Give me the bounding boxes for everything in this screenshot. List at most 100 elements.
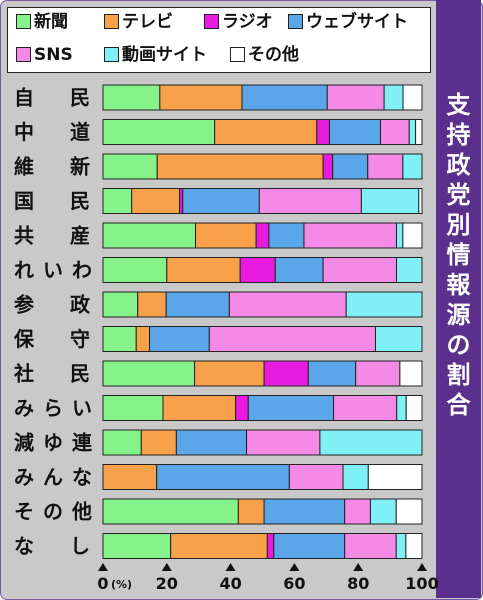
bar-segment [415, 119, 423, 145]
bar-segment [102, 395, 164, 421]
tick-label: 60 [283, 574, 305, 593]
bar-segment [228, 291, 347, 318]
party-label: れいわ [14, 258, 92, 282]
axis-unit: (%) [111, 578, 132, 591]
bar-segment [344, 533, 397, 559]
bar-segment [332, 153, 369, 180]
legend-label: SNS [34, 45, 73, 65]
bar-segment [170, 533, 268, 559]
title-char: 源 [446, 301, 471, 329]
bar-segment [345, 291, 423, 318]
legend-label: ウェブサイト [306, 12, 408, 32]
bar-segment [102, 464, 158, 490]
bar-segment [156, 153, 324, 180]
legend-label: テレビ [122, 12, 173, 32]
legend-swatch [16, 14, 31, 29]
bar-segment [383, 84, 404, 111]
party-label: 共産 [14, 224, 90, 248]
bar-segment [246, 429, 321, 456]
bar-segment [374, 326, 423, 352]
tick-label: 0 [97, 574, 108, 593]
bar-segment [131, 188, 181, 214]
legend-label: 動画サイト [122, 45, 207, 65]
bar-segment [316, 119, 330, 145]
title-char: 別 [446, 211, 471, 239]
bar-segment [266, 533, 275, 559]
bar-segment [247, 395, 335, 421]
legend-item: SNS [16, 44, 73, 66]
legend-item: 動画サイト [104, 44, 207, 66]
bar-segment [288, 464, 344, 490]
legend-swatch [104, 47, 119, 62]
legend-swatch [104, 14, 119, 29]
bar-segment [402, 84, 423, 111]
chart-title: 支持政党別情報源の割合 [436, 90, 481, 420]
bar-segment [102, 533, 172, 559]
party-label: 中道 [14, 120, 90, 144]
bar-segment [102, 326, 137, 352]
side-title-panel [436, 0, 481, 598]
party-label: 自民 [14, 86, 90, 110]
bar-segment [402, 222, 423, 249]
bar-segment [102, 360, 196, 387]
bar-segment [274, 257, 324, 283]
bar-segment [237, 498, 265, 525]
party-label: 社民 [13, 362, 90, 386]
bar-segment [380, 119, 410, 145]
bar-segment [162, 395, 237, 421]
tick-arrow [289, 563, 300, 571]
legend-label: 新聞 [34, 12, 68, 32]
title-char: 報 [446, 271, 471, 299]
party-label: 国民 [14, 189, 90, 213]
title-char: 支 [446, 91, 471, 119]
bar-segment [326, 84, 385, 111]
bar-segment [102, 188, 133, 214]
legend-swatch [16, 47, 31, 62]
title-char: 政 [446, 151, 471, 179]
tick-label: 80 [347, 574, 369, 593]
bar-segment [102, 257, 168, 283]
tick-label: 20 [156, 574, 178, 593]
bar-segment [235, 395, 249, 421]
bar-segment [208, 326, 376, 352]
title-char: 情 [446, 241, 471, 269]
legend-label: その他 [248, 45, 299, 65]
title-char: 党 [446, 181, 471, 209]
bar-segment [241, 84, 328, 111]
bar-segment [166, 257, 241, 283]
title-char: の [446, 331, 471, 359]
bar-segment [149, 326, 210, 352]
title-char: 持 [446, 121, 471, 149]
bar-segment [344, 498, 371, 525]
party-label: みんな [14, 465, 92, 489]
legend-item: 新聞 [16, 11, 68, 33]
bar-segment [395, 533, 407, 559]
bar-segment [399, 360, 423, 387]
bar-segment [102, 84, 161, 111]
legend-swatch [204, 14, 219, 29]
party-label: 維新 [14, 155, 90, 179]
tick-arrow [225, 563, 236, 571]
bar-segment [165, 291, 230, 318]
title-char: 割 [446, 361, 471, 389]
bar-segment [322, 257, 397, 283]
bar-segment [367, 153, 404, 180]
bar-segment [342, 464, 369, 490]
bar-segment [322, 153, 334, 180]
tick-arrow [417, 563, 427, 571]
bar-segment [159, 84, 243, 111]
bar-segment [140, 429, 177, 456]
bar-segment [175, 429, 248, 456]
bar-segment [102, 291, 139, 318]
legend-label: ラジオ [222, 12, 273, 32]
bar-segment [102, 498, 239, 525]
party-label: その他 [14, 500, 92, 524]
bar-segment [395, 222, 404, 249]
bar-segment [367, 464, 423, 490]
bar-segment [405, 395, 423, 421]
bar-segment [102, 153, 158, 180]
bar-segment [395, 257, 423, 283]
legend-swatch [288, 14, 303, 29]
bar-segment [214, 119, 318, 145]
